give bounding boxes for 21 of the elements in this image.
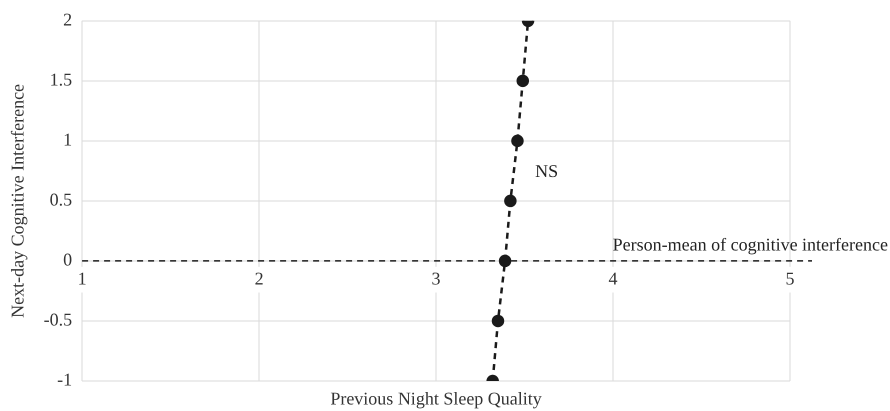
- x-tick-label: 2: [254, 268, 264, 288]
- point: [511, 134, 524, 148]
- y-tick-label: 1.5: [50, 70, 72, 90]
- y-tick-label: -1: [57, 370, 72, 390]
- point: [516, 74, 530, 88]
- y-tick-label: 1: [63, 130, 72, 150]
- y-tick-label: -0.5: [44, 310, 72, 330]
- ref-line-label: Person-mean of cognitive interference: [612, 234, 888, 255]
- y-tick-label: 0: [63, 250, 72, 270]
- y-tick-label: 0.5: [50, 190, 72, 210]
- x-tick-label: 1: [78, 268, 87, 288]
- point: [498, 254, 512, 268]
- x-tick-label: 5: [786, 268, 794, 288]
- y-axis-title: Next-day Cognitive Interference: [8, 84, 28, 318]
- y-tick-label: 2: [63, 10, 72, 30]
- x-tick-label: 3: [432, 268, 441, 288]
- x-axis-title: Previous Night Sleep Quality: [330, 388, 542, 409]
- x-tick-label: 4: [608, 268, 618, 288]
- annotation: NS: [535, 160, 558, 181]
- point: [492, 314, 504, 328]
- point: [504, 194, 517, 208]
